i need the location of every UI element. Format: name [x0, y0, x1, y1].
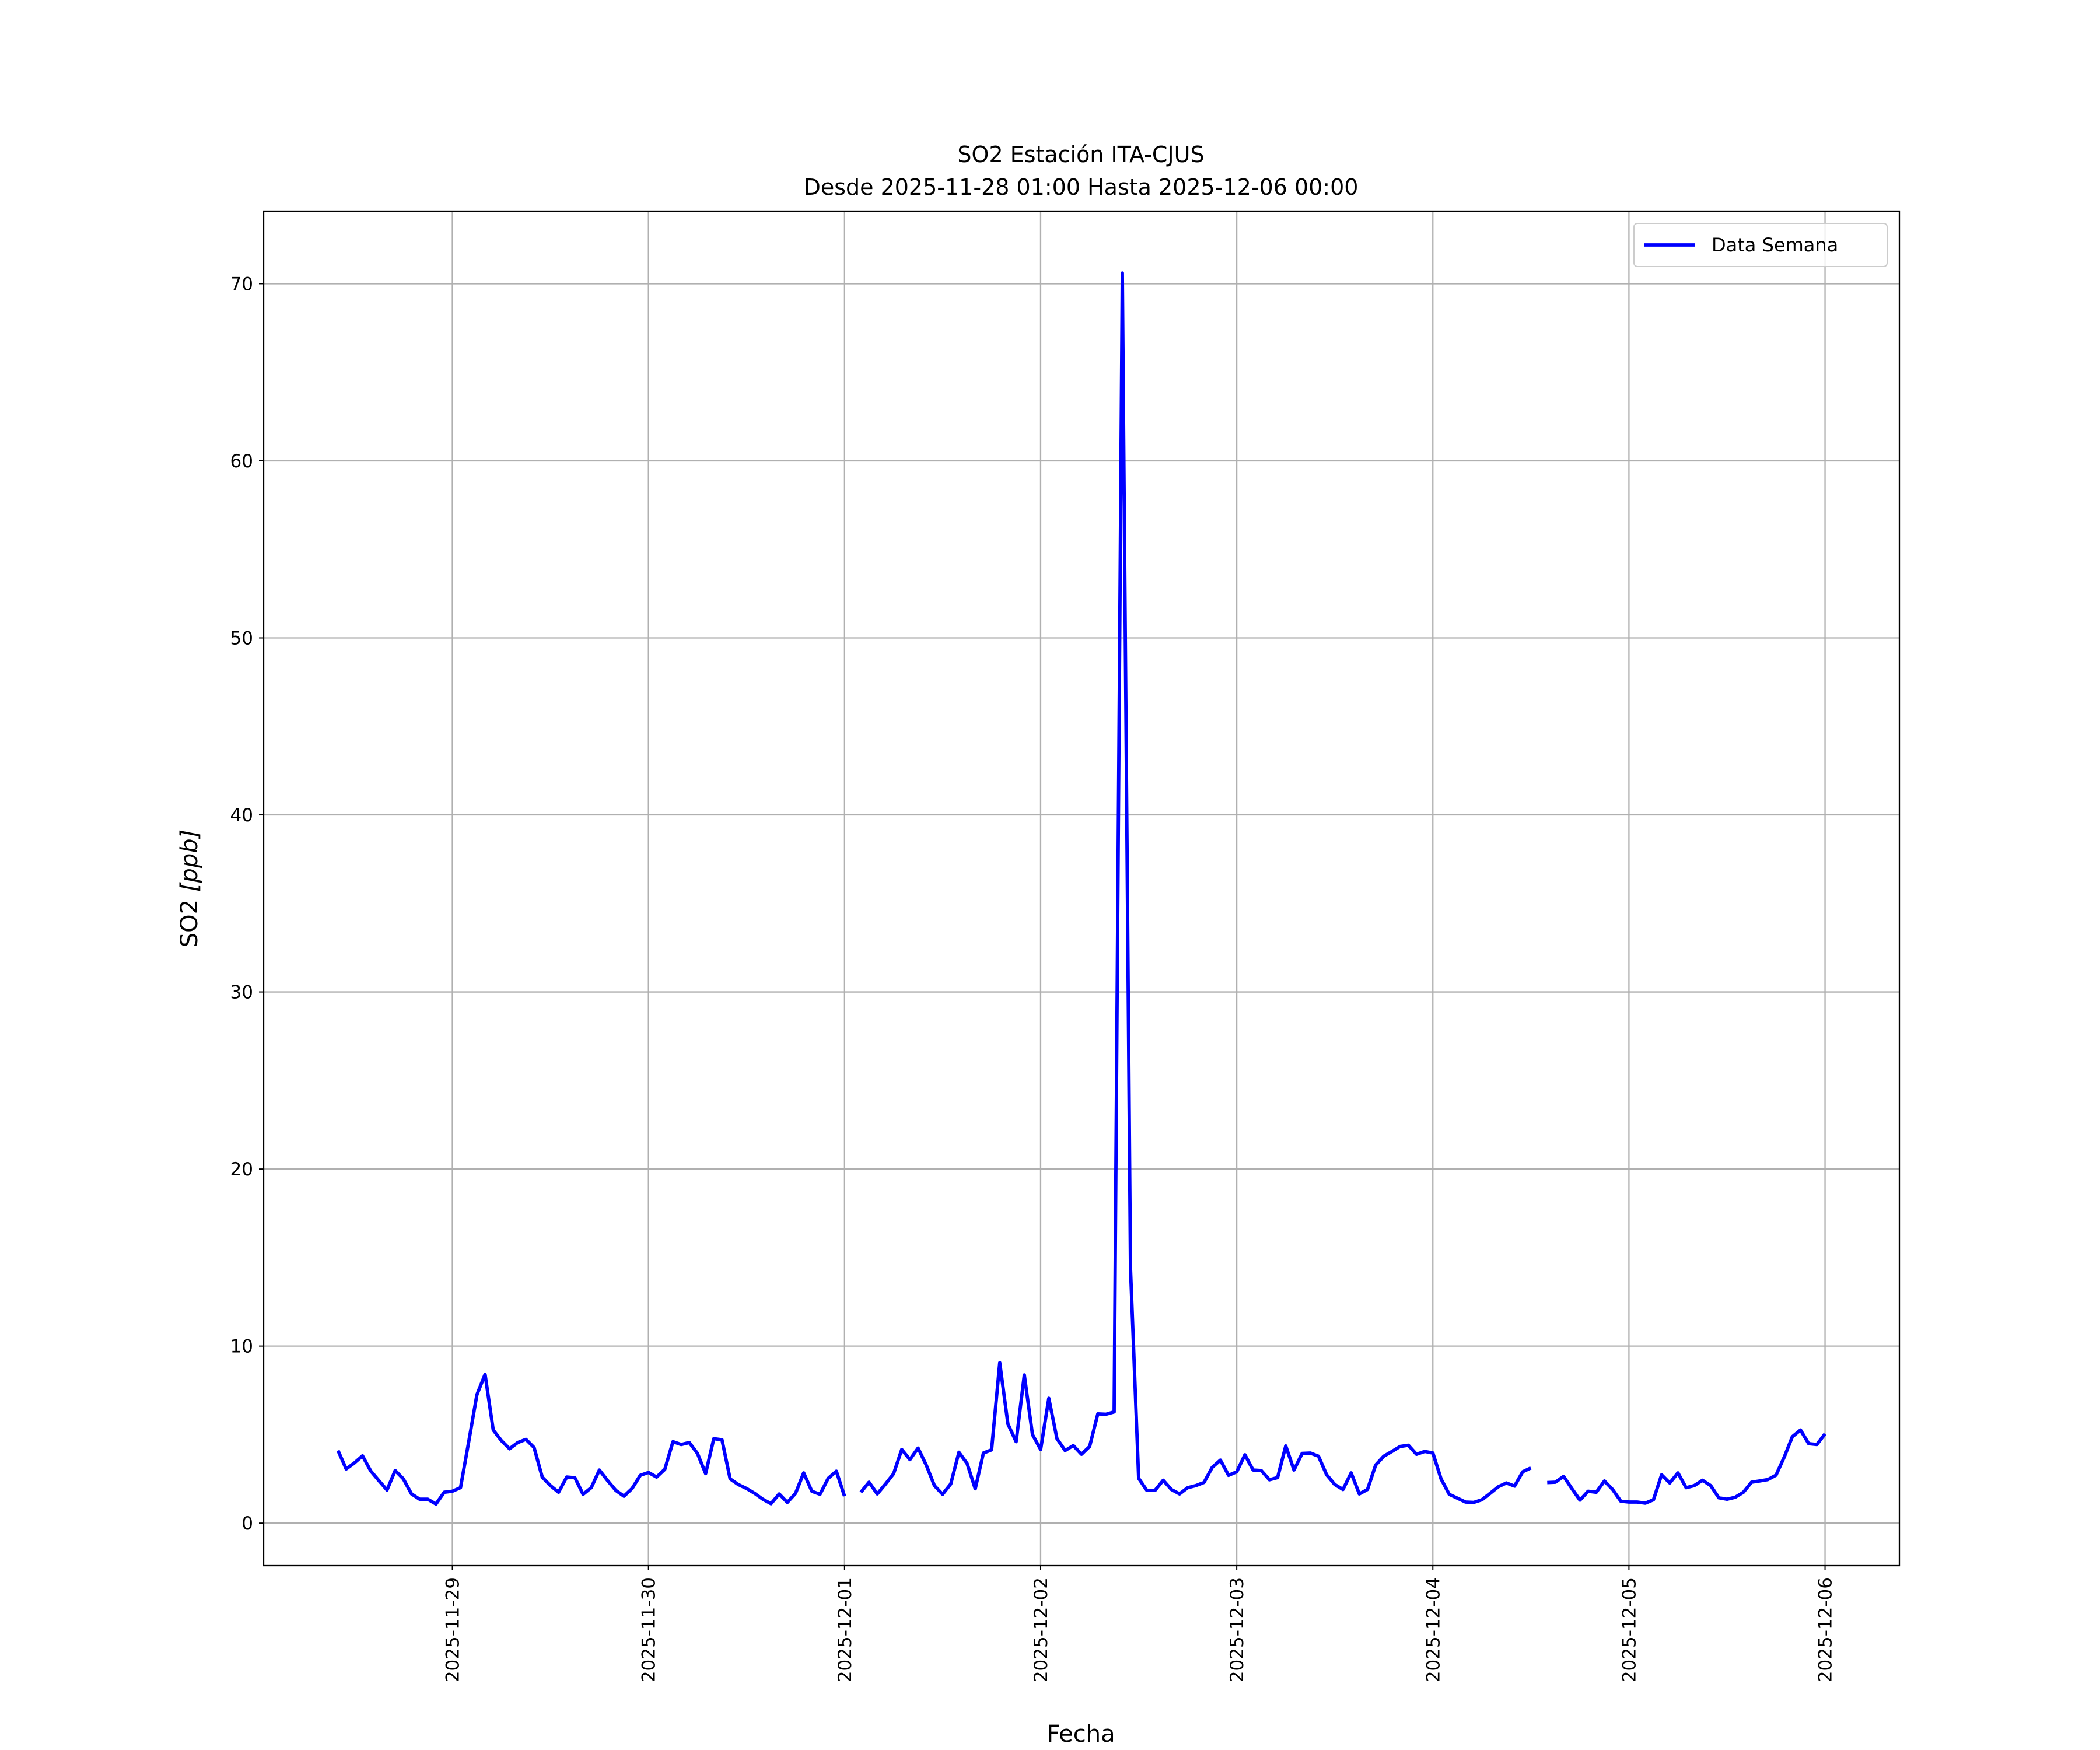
x-tick-label: 2025-12-06 [1815, 1577, 1836, 1682]
y-tick-label: 40 [230, 805, 253, 826]
x-tick-label: 2025-12-05 [1619, 1577, 1640, 1682]
series-line-segment [859, 271, 1532, 1504]
x-tick-label: 2025-12-03 [1227, 1577, 1248, 1682]
y-axis: 0 10 20 30 40 50 60 70 [230, 274, 264, 1534]
x-tick-label: 2025-12-02 [1031, 1577, 1052, 1682]
x-tick-label: 2025-11-30 [639, 1577, 660, 1682]
chart-title: SO2 Estación ITA-CJUS [957, 142, 1204, 167]
y-tick-label: 10 [230, 1336, 253, 1357]
series-data-semana [336, 271, 1826, 1506]
y-tick-label: 20 [230, 1159, 253, 1180]
y-axis-label-unit: [ppb] [176, 830, 203, 892]
x-tick-label: 2025-11-29 [443, 1577, 464, 1682]
series-line-segment [336, 1373, 846, 1506]
x-axis: 2025-11-29 2025-11-30 2025-12-01 2025-12-02… [443, 1566, 1836, 1682]
y-tick-label: 70 [230, 274, 253, 295]
axes-frame [262, 210, 1901, 1567]
y-tick-label: 0 [242, 1513, 253, 1534]
y-tick-label: 30 [230, 982, 253, 1003]
chart-subtitle: Desde 2025-11-28 01:00 Hasta 2025-12-06 … [804, 174, 1359, 200]
x-tick-label: 2025-12-04 [1423, 1577, 1444, 1682]
y-axis-label-text: SO2 [176, 892, 203, 947]
legend: Data Semana [1633, 223, 1888, 267]
x-axis-label: Fecha [1046, 1721, 1115, 1748]
x-tick-label: 2025-12-01 [835, 1577, 856, 1682]
grid [264, 211, 1899, 1566]
legend-box [1633, 223, 1888, 267]
y-tick-label: 60 [230, 451, 253, 472]
y-tick-label: 50 [230, 628, 253, 649]
y-axis-label: SO2 [ppb] [176, 830, 203, 947]
legend-label: Data Semana [1712, 234, 1838, 256]
series-line-segment [1547, 1428, 1826, 1505]
